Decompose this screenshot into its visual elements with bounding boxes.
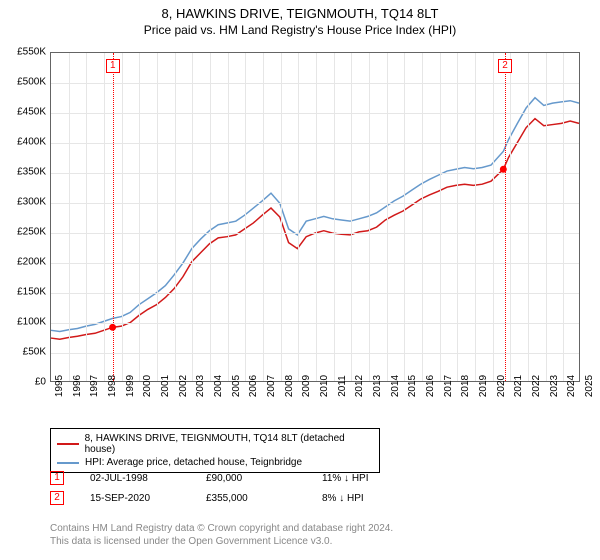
transaction-delta: 11% ↓ HPI [322, 473, 412, 484]
x-axis-tick: 2025 [584, 375, 595, 397]
transaction-table: 1 02-JUL-1998 £90,000 11% ↓ HPI 2 15-SEP… [50, 468, 412, 508]
x-axis-tick: 2012 [354, 375, 365, 397]
y-axis-tick: £100K [17, 317, 46, 328]
y-axis-tick: £50K [23, 347, 46, 358]
transaction-date: 02-JUL-1998 [90, 473, 180, 484]
legend-label: HPI: Average price, detached house, Teig… [85, 457, 302, 468]
y-axis-tick: £200K [17, 257, 46, 268]
x-axis-tick: 2018 [460, 375, 471, 397]
y-axis-tick: £0 [35, 377, 46, 388]
x-axis-tick: 2004 [213, 375, 224, 397]
x-axis-tick: 2023 [549, 375, 560, 397]
attribution-footer: Contains HM Land Registry data © Crown c… [50, 522, 393, 548]
y-axis-tick: £150K [17, 287, 46, 298]
chart-container: 8, HAWKINS DRIVE, TEIGNMOUTH, TQ14 8LT P… [0, 0, 600, 560]
footer-line: Contains HM Land Registry data © Crown c… [50, 522, 393, 535]
legend-swatch [57, 462, 79, 464]
x-axis-tick: 2017 [443, 375, 454, 397]
y-axis-tick: £350K [17, 167, 46, 178]
table-row: 1 02-JUL-1998 £90,000 11% ↓ HPI [50, 468, 412, 488]
legend: 8, HAWKINS DRIVE, TEIGNMOUTH, TQ14 8LT (… [50, 428, 380, 473]
legend-label: 8, HAWKINS DRIVE, TEIGNMOUTH, TQ14 8LT (… [85, 433, 373, 455]
x-axis-tick: 2000 [142, 375, 153, 397]
transaction-delta: 8% ↓ HPI [322, 493, 412, 504]
y-axis-tick: £450K [17, 107, 46, 118]
x-axis-tick: 2005 [231, 375, 242, 397]
chart-series-line [51, 98, 579, 332]
footer-line: This data is licensed under the Open Gov… [50, 535, 393, 548]
x-axis-tick: 2003 [195, 375, 206, 397]
x-axis-tick: 2016 [425, 375, 436, 397]
x-axis-tick: 2022 [531, 375, 542, 397]
x-axis-tick: 2006 [248, 375, 259, 397]
x-axis-tick: 1998 [107, 375, 118, 397]
x-axis-tick: 2010 [319, 375, 330, 397]
x-axis-tick: 2009 [301, 375, 312, 397]
x-axis-tick: 2024 [566, 375, 577, 397]
x-axis-tick: 1997 [89, 375, 100, 397]
x-axis-tick: 2019 [478, 375, 489, 397]
y-axis-tick: £500K [17, 77, 46, 88]
x-axis-tick: 2008 [284, 375, 295, 397]
chart-title: 8, HAWKINS DRIVE, TEIGNMOUTH, TQ14 8LT [0, 0, 600, 21]
x-axis-tick: 2001 [160, 375, 171, 397]
chart-marker: 2 [498, 59, 512, 73]
x-axis-tick: 2015 [407, 375, 418, 397]
chart-series-line [51, 119, 579, 340]
x-axis-tick: 2002 [178, 375, 189, 397]
marker-badge: 2 [50, 491, 64, 505]
chart-subtitle: Price paid vs. HM Land Registry's House … [0, 21, 600, 37]
y-axis-tick: £300K [17, 197, 46, 208]
legend-item: 8, HAWKINS DRIVE, TEIGNMOUTH, TQ14 8LT (… [57, 432, 373, 456]
x-axis-tick: 2020 [496, 375, 507, 397]
transaction-date: 15-SEP-2020 [90, 493, 180, 504]
x-axis-tick: 1996 [72, 375, 83, 397]
y-axis-tick: £250K [17, 227, 46, 238]
x-axis-tick: 2014 [390, 375, 401, 397]
x-axis-tick: 2007 [266, 375, 277, 397]
transaction-price: £355,000 [206, 493, 296, 504]
x-axis-tick: 1999 [125, 375, 136, 397]
x-axis-tick: 1995 [54, 375, 65, 397]
transaction-price: £90,000 [206, 473, 296, 484]
x-axis-tick: 2011 [337, 375, 348, 397]
chart-marker: 1 [106, 59, 120, 73]
chart-svg [51, 53, 579, 381]
x-axis-tick: 2021 [513, 375, 524, 397]
plot-area: 12 [50, 52, 580, 382]
x-axis-tick: 2013 [372, 375, 383, 397]
table-row: 2 15-SEP-2020 £355,000 8% ↓ HPI [50, 488, 412, 508]
marker-badge: 1 [50, 471, 64, 485]
y-axis-tick: £550K [17, 47, 46, 58]
legend-swatch [57, 443, 79, 445]
y-axis-tick: £400K [17, 137, 46, 148]
